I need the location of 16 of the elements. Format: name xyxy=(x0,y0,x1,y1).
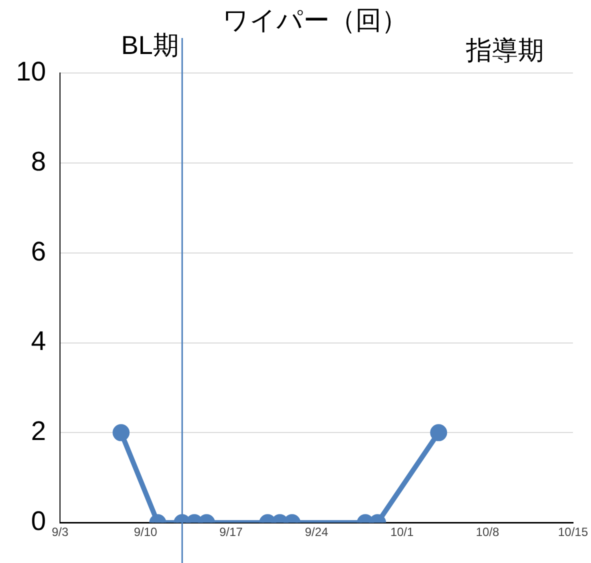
text: BL期 xyxy=(121,30,179,60)
y-tick-label: 0 xyxy=(31,506,46,536)
y-tick-label: 2 xyxy=(31,416,46,446)
x-tick-label: 9/24 xyxy=(304,525,329,540)
x-tick-label: 9/3 xyxy=(52,525,69,540)
y-tick-label: 8 xyxy=(31,146,46,176)
x-tick-label: 10/15 xyxy=(558,525,588,540)
x-tick-label: 10/1 xyxy=(390,525,414,540)
text: 指導期 xyxy=(465,35,544,66)
y-tick-label: 6 xyxy=(31,236,46,266)
x-tick-label: 9/10 xyxy=(134,525,158,540)
y-tick-label: 4 xyxy=(31,326,46,356)
chart-title: ワイパー（回） xyxy=(222,5,408,36)
y-tick-label: 10 xyxy=(16,56,46,86)
x-tick-label: 10/8 xyxy=(476,525,500,540)
x-tick-label: 9/17 xyxy=(219,525,244,540)
